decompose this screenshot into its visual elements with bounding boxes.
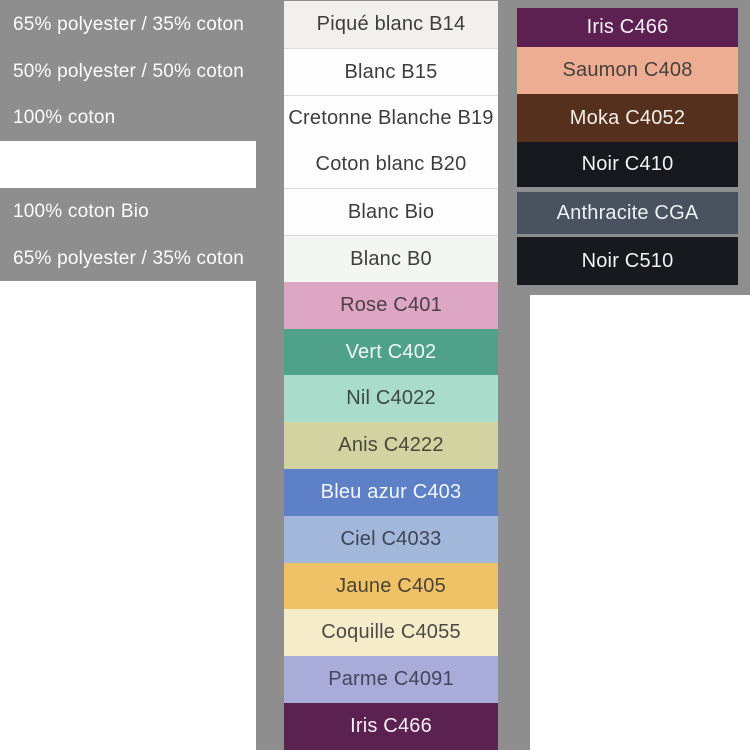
swatch-label: Noir C410: [581, 153, 674, 175]
composition-label: 100% coton: [13, 107, 116, 128]
swatch-label: Cretonne Blanche B19: [288, 107, 494, 129]
swatch-row: Rose C401: [284, 282, 498, 329]
composition-label: 65% polyester / 35% coton: [13, 247, 245, 269]
swatch-row: Jaune C405: [284, 563, 498, 609]
swatch-row: Noir C510: [517, 237, 738, 285]
composition-panel: [0, 0, 256, 281]
swatch-row: Bleu azur C403: [284, 469, 498, 516]
swatch-label: Nil C4022: [346, 387, 436, 409]
swatch-label: Blanc B0: [350, 247, 432, 270]
composition-label: 100% coton Bio: [13, 200, 149, 222]
swatch-label: Anis C4222: [338, 434, 444, 456]
composition-label: 50% polyester / 50% coton: [13, 60, 245, 82]
swatch-row: Coquille C4055: [284, 609, 498, 656]
composition-row: 65% polyester / 35% coton: [0, 235, 256, 282]
swatch-label: Bleu azur C403: [320, 481, 462, 503]
swatch-row: Piqué blanc B14: [284, 1, 498, 48]
swatch-row: Parme C4091: [284, 656, 498, 703]
swatch-row: Saumon C408: [517, 47, 738, 94]
swatch-label: Jaune C405: [336, 574, 446, 597]
swatch-label: Coton blanc B20: [315, 153, 467, 175]
swatch-label: Vert C402: [345, 340, 437, 363]
swatch-row: Blanc B15: [284, 48, 498, 95]
swatch-label: Moka C4052: [569, 106, 686, 129]
swatch-label: Iris C466: [586, 16, 669, 38]
swatch-label: Coquille C4055: [321, 621, 461, 643]
swatch-row: Ciel C4033: [284, 516, 498, 563]
swatch-label: Blanc B15: [344, 60, 438, 83]
swatch-row: Blanc Bio: [284, 188, 498, 235]
composition-row: 50% polyester / 50% coton: [0, 48, 256, 95]
swatch-row: Cretonne Blanche B19: [284, 95, 498, 141]
swatch-label: Anthracite CGA: [556, 201, 699, 224]
swatch-label: Iris C466: [350, 715, 432, 737]
swatch-row: Anthracite CGA: [517, 192, 738, 234]
swatch-row: Noir C410: [517, 142, 738, 187]
swatch-label: Rose C401: [340, 294, 442, 316]
swatch-label: Blanc Bio: [347, 200, 435, 223]
composition-row: 100% coton Bio: [0, 188, 256, 235]
composition-row: 65% polyester / 35% coton: [0, 1, 256, 48]
swatch-row: Moka C4052: [517, 94, 738, 142]
swatch-row: Vert C402: [284, 329, 498, 375]
swatch-row: Iris C466: [517, 8, 738, 47]
swatch-row: Coton blanc B20: [284, 141, 498, 188]
swatch-row: Blanc B0: [284, 235, 498, 282]
swatch-label: Saumon C408: [562, 59, 693, 81]
swatch-row: Iris C466: [284, 703, 498, 750]
swatch-label: Ciel C4033: [340, 528, 442, 550]
swatch-row: Nil C4022: [284, 375, 498, 422]
composition-row: 100% coton: [0, 95, 256, 141]
swatch-label: Piqué blanc B14: [316, 13, 466, 35]
swatch-label: Parme C4091: [328, 668, 454, 690]
composition-row-blank: [0, 141, 256, 188]
swatch-label: Noir C510: [581, 249, 674, 272]
composition-label: 65% polyester / 35% coton: [13, 13, 245, 35]
swatch-row: Anis C4222: [284, 422, 498, 469]
